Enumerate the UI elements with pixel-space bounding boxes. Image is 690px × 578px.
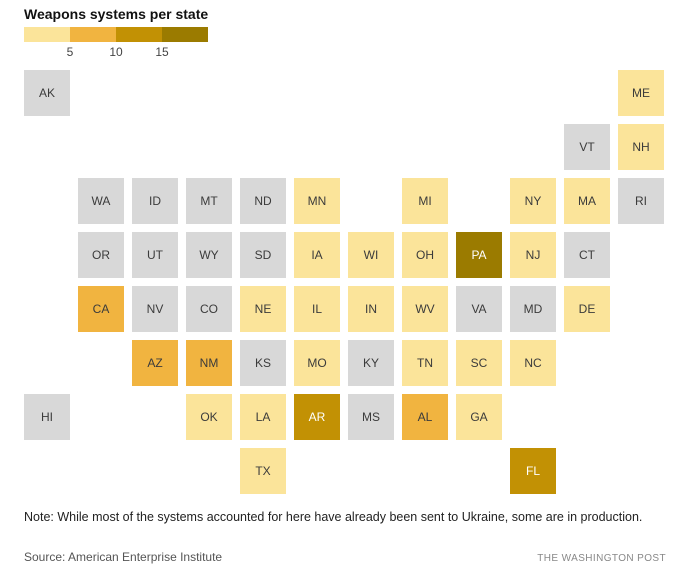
state-tile-mt: MT [186,178,232,224]
state-tile-al: AL [402,394,448,440]
state-tile-ut: UT [132,232,178,278]
state-tile-nh: NH [618,124,664,170]
state-tile-ar: AR [294,394,340,440]
footer: Source: American Enterprise Institute TH… [24,550,666,564]
state-tile-ky: KY [348,340,394,386]
state-tile-me: ME [618,70,664,116]
state-tile-id: ID [132,178,178,224]
credit-text: THE WASHINGTON POST [537,553,666,564]
chart-title: Weapons systems per state [24,6,209,22]
state-tile-la: LA [240,394,286,440]
source-text: Source: American Enterprise Institute [24,550,223,564]
state-tile-ok: OK [186,394,232,440]
state-tile-ia: IA [294,232,340,278]
state-tile-or: OR [78,232,124,278]
legend: 5 10 15 [24,27,208,61]
legend-segment-2 [70,27,116,42]
legend-ticks: 5 10 15 [24,45,208,61]
state-tile-ga: GA [456,394,502,440]
state-tile-tx: TX [240,448,286,494]
state-tile-nc: NC [510,340,556,386]
state-tile-ks: KS [240,340,286,386]
state-tile-nv: NV [132,286,178,332]
state-tile-nj: NJ [510,232,556,278]
state-tile-sc: SC [456,340,502,386]
legend-tick-15: 15 [155,45,169,59]
note-text: Note: While most of the systems accounte… [24,510,643,524]
state-tile-ms: MS [348,394,394,440]
state-tile-in: IN [348,286,394,332]
legend-segment-4 [162,27,208,42]
state-tile-az: AZ [132,340,178,386]
tile-grid-map: AK ME VT NH WA ID MT ND MN MI NY MA RI OR UT WY SD IA WI OH… [0,70,690,494]
state-tile-sd: SD [240,232,286,278]
state-tile-wi: WI [348,232,394,278]
state-tile-oh: OH [402,232,448,278]
state-tile-co: CO [186,286,232,332]
state-tile-il: IL [294,286,340,332]
state-tile-wv: WV [402,286,448,332]
state-tile-ny: NY [510,178,556,224]
state-tile-mn: MN [294,178,340,224]
state-tile-nd: ND [240,178,286,224]
state-tile-ct: CT [564,232,610,278]
state-tile-ma: MA [564,178,610,224]
state-tile-vt: VT [564,124,610,170]
state-tile-fl: FL [510,448,556,494]
state-tile-ne: NE [240,286,286,332]
state-tile-wy: WY [186,232,232,278]
state-tile-mo: MO [294,340,340,386]
state-tile-ak: AK [24,70,70,116]
legend-bar [24,27,208,42]
state-tile-hi: HI [24,394,70,440]
legend-tick-10: 10 [109,45,123,59]
state-tile-tn: TN [402,340,448,386]
state-tile-md: MD [510,286,556,332]
state-tile-va: VA [456,286,502,332]
state-tile-ca: CA [78,286,124,332]
legend-segment-1 [24,27,70,42]
legend-tick-5: 5 [66,45,74,59]
state-tile-de: DE [564,286,610,332]
state-tile-mi: MI [402,178,448,224]
legend-segment-3 [116,27,162,42]
state-tile-wa: WA [78,178,124,224]
state-tile-pa: PA [456,232,502,278]
state-tile-ri: RI [618,178,664,224]
state-tile-nm: NM [186,340,232,386]
